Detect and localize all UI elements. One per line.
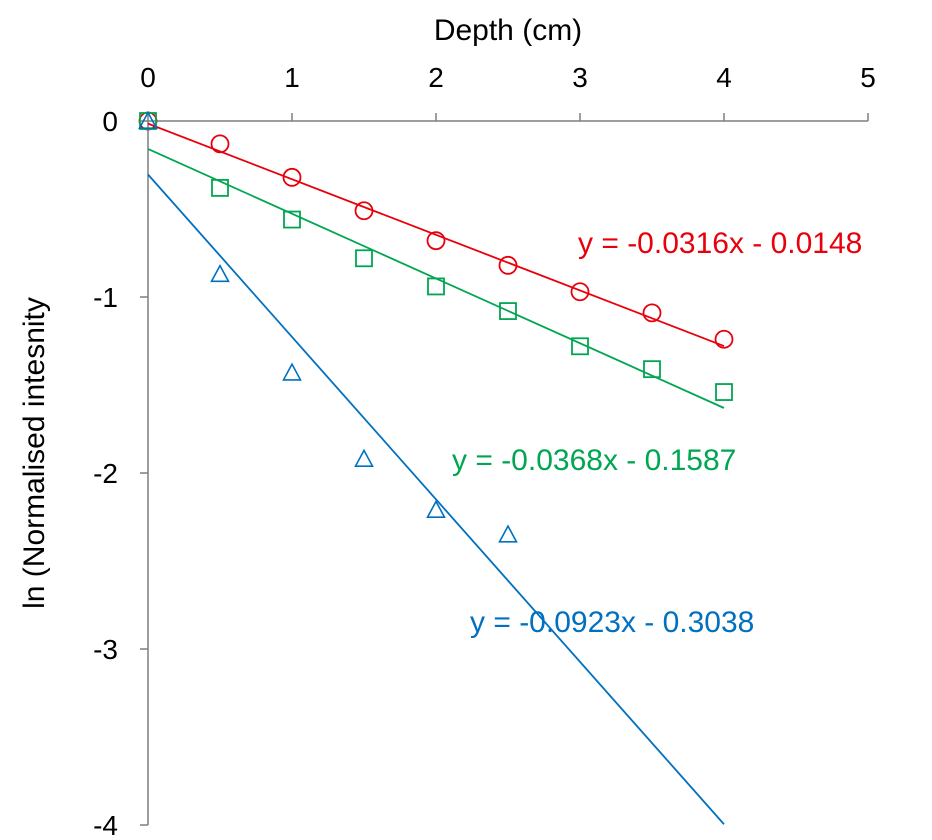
data-point bbox=[282, 167, 302, 187]
data-point bbox=[282, 362, 302, 381]
y-tick-label: -1 bbox=[93, 282, 118, 313]
trendline bbox=[147, 122, 725, 347]
data-point bbox=[426, 231, 446, 251]
x-tick-label: 2 bbox=[428, 62, 444, 93]
data-point bbox=[498, 255, 518, 275]
y-tick-label: -2 bbox=[93, 458, 118, 489]
data-point bbox=[570, 282, 590, 302]
data-point bbox=[499, 302, 517, 320]
trendline-equation: y = -0.0368x - 0.1587 bbox=[452, 444, 736, 477]
data-point bbox=[355, 249, 373, 268]
data-point bbox=[138, 110, 158, 130]
data-point bbox=[714, 329, 734, 349]
data-point bbox=[354, 448, 374, 467]
data-point bbox=[354, 201, 374, 221]
data-point bbox=[642, 303, 662, 323]
data-point bbox=[498, 524, 518, 543]
y-axis-title: ln (Normalised intesnity bbox=[18, 297, 51, 609]
y-tick-label: 0 bbox=[102, 106, 118, 137]
y-tick-label: -4 bbox=[93, 810, 118, 840]
data-point bbox=[211, 178, 229, 197]
data-point bbox=[715, 383, 733, 401]
data-point bbox=[210, 263, 230, 283]
trendline bbox=[147, 173, 725, 825]
data-point bbox=[426, 499, 446, 518]
x-tick-label: 3 bbox=[572, 62, 588, 93]
x-tick-label: 1 bbox=[284, 62, 300, 93]
data-point bbox=[283, 210, 301, 229]
trendline-equation: y = -0.0316x - 0.0148 bbox=[578, 227, 862, 260]
x-axis-title: Depth (cm) bbox=[434, 14, 582, 47]
x-tick-label: 5 bbox=[860, 62, 876, 93]
x-tick-label: 0 bbox=[140, 62, 156, 93]
trendline-equation: y = -0.0923x - 0.3038 bbox=[470, 606, 754, 639]
y-tick-label: -3 bbox=[93, 634, 118, 665]
data-point bbox=[571, 337, 589, 356]
data-point bbox=[427, 277, 445, 296]
data-point bbox=[643, 360, 661, 379]
x-tick-label: 4 bbox=[716, 62, 732, 93]
data-point bbox=[210, 134, 230, 154]
